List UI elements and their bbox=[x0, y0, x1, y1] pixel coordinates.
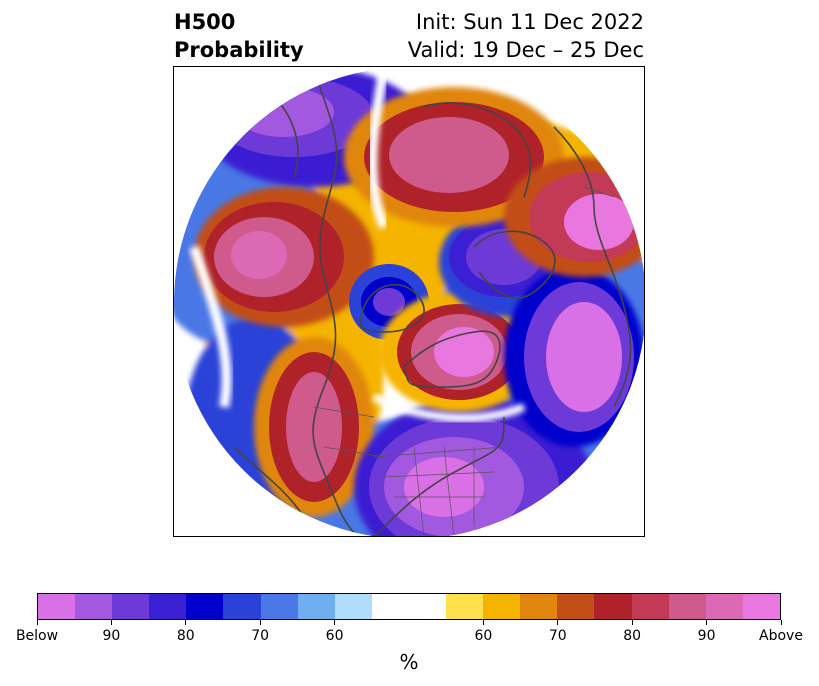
colorbar bbox=[37, 593, 781, 620]
colorbar-tick-label: 80 bbox=[623, 628, 642, 644]
colorbar-cell bbox=[594, 594, 632, 619]
colorbar-tick bbox=[36, 620, 38, 625]
colorbar-cell bbox=[149, 594, 187, 619]
coastlines bbox=[233, 67, 632, 536]
colorbar-tick bbox=[110, 620, 112, 625]
colorbar-tick bbox=[185, 620, 187, 625]
colorbar-cell bbox=[38, 594, 76, 619]
colorbar-cell bbox=[112, 594, 150, 619]
title-product: Probability bbox=[174, 38, 304, 62]
north-atlantic-below bbox=[504, 267, 644, 447]
init-date: Init: Sun 11 Dec 2022 bbox=[415, 10, 644, 34]
probability-map-svg bbox=[174, 67, 644, 536]
colorbar-tick bbox=[334, 620, 336, 625]
colorbar-tick-label: 70 bbox=[548, 628, 567, 644]
colorbar-unit: % bbox=[399, 650, 419, 674]
colorbar-cell bbox=[705, 594, 743, 619]
colorbar-tick-label: 60 bbox=[474, 628, 493, 644]
colorbar-tick bbox=[557, 620, 559, 625]
colorbar-tick-label: 70 bbox=[251, 628, 270, 644]
colorbar-cell bbox=[334, 594, 372, 619]
map-dates: Init: Sun 11 Dec 2022 Valid: 19 Dec – 25… bbox=[408, 8, 644, 64]
colorbar-tick bbox=[259, 620, 261, 625]
title-variable: H500 bbox=[174, 10, 236, 34]
colorbar-cell bbox=[631, 594, 669, 619]
colorbar-tick-label: Above bbox=[759, 628, 803, 644]
colorbar-cell bbox=[483, 594, 521, 619]
colorbar-cell bbox=[520, 594, 558, 619]
colorbar-tick bbox=[780, 620, 782, 625]
colorbar-cell bbox=[260, 594, 298, 619]
colorbar-cell bbox=[297, 594, 335, 619]
colorbar-tick-label: 60 bbox=[325, 628, 344, 644]
colorbar-cell bbox=[371, 594, 447, 619]
colorbar-cell bbox=[668, 594, 706, 619]
map-title: H500 Probability bbox=[174, 8, 304, 64]
valid-range: Valid: 19 Dec – 25 Dec bbox=[407, 38, 644, 62]
colorbar-cell bbox=[446, 594, 484, 619]
colorbar-tick-label: Below bbox=[15, 628, 59, 644]
colorbar-tick bbox=[706, 620, 708, 625]
colorbar-tick-label: 90 bbox=[102, 628, 121, 644]
colorbar-cell bbox=[186, 594, 224, 619]
colorbar-cell bbox=[75, 594, 113, 619]
colorbar-tick bbox=[482, 620, 484, 625]
north-pacific-above-high bbox=[194, 187, 374, 327]
colorbar-cell bbox=[742, 594, 780, 619]
polar-map bbox=[173, 66, 645, 537]
colorbar-tick-label: 90 bbox=[697, 628, 716, 644]
colorbar-tick bbox=[631, 620, 633, 625]
colorbar-tick-label: 80 bbox=[176, 628, 195, 644]
colorbar-cell bbox=[557, 594, 595, 619]
colorbar-cell bbox=[223, 594, 261, 619]
